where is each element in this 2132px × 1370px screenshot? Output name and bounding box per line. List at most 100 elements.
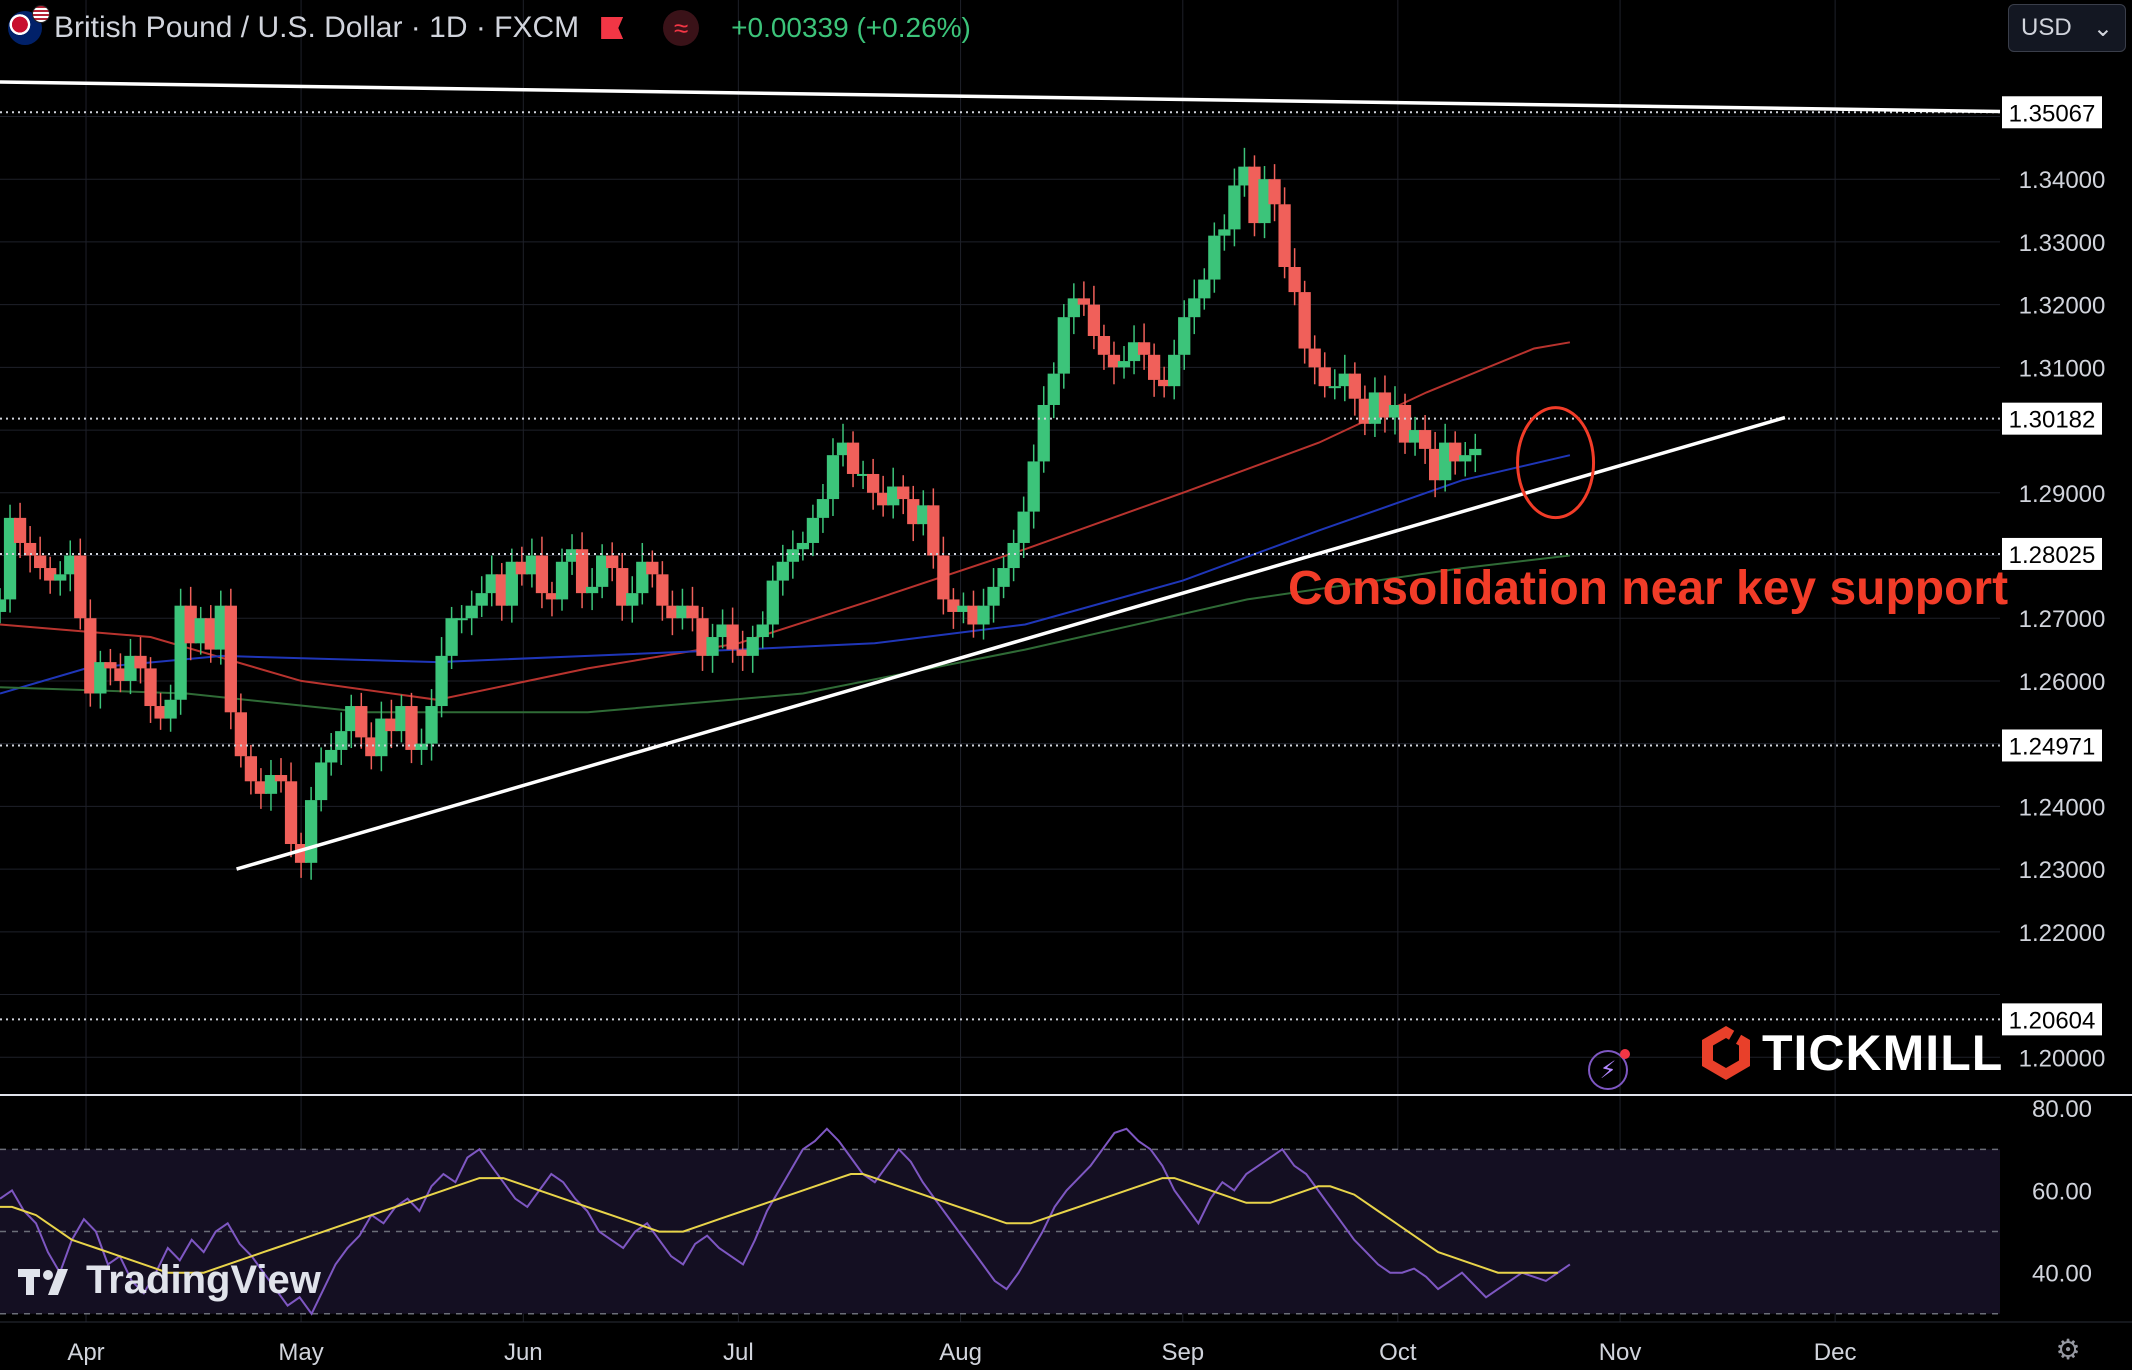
candle-body — [124, 655, 137, 681]
candle-body — [535, 555, 549, 594]
candle-body — [1017, 511, 1030, 543]
candle-body — [887, 486, 900, 506]
candle-body — [947, 599, 960, 612]
rsi-tick-label: 80.00 — [2032, 1096, 2092, 1123]
candle-body — [234, 712, 247, 757]
price-tick-label: 1.20000 — [2019, 1045, 2106, 1072]
candle-body — [465, 605, 478, 619]
time-tick-label: Jun — [504, 1339, 543, 1366]
candle-body — [1469, 448, 1482, 456]
candle-body — [1057, 317, 1070, 374]
tradingview-icon — [18, 1268, 68, 1295]
level-label: 1.24971 — [2009, 733, 2096, 760]
candle-body — [284, 781, 298, 845]
axes: 1.20000 1.22000 1.23000 1.24000 1.26000 1.270… — [0, 167, 2132, 1366]
candle-body — [144, 668, 157, 707]
level-label: 1.30182 — [2009, 407, 2096, 434]
trendline — [0, 80, 2001, 114]
price-tick-label: 1.22000 — [2019, 920, 2106, 947]
candle-body — [1107, 354, 1121, 368]
candle-body — [856, 473, 870, 476]
flag-marker-icon[interactable] — [601, 17, 624, 39]
candle-body — [806, 517, 820, 543]
chevron-down-icon: ⌄ — [2092, 14, 2113, 42]
candle-body — [1308, 348, 1321, 368]
gear-icon[interactable]: ⚙ — [2055, 1334, 2081, 1365]
lightning-icon[interactable]: ⚡ — [1588, 1049, 1630, 1090]
trendline — [236, 415, 1786, 871]
candle-body — [405, 706, 418, 750]
candle-body — [1077, 298, 1090, 305]
candle-body — [1398, 404, 1412, 443]
level-label-box — [2002, 96, 2102, 129]
candle-body — [937, 555, 950, 600]
currency-value: USD — [2021, 14, 2072, 41]
candle-body — [345, 706, 358, 732]
candle-body — [846, 442, 860, 474]
candle-body — [686, 605, 699, 619]
candle-body — [666, 605, 679, 619]
candle-body — [114, 668, 127, 681]
tradingview-wordmark: TradingView — [86, 1258, 321, 1302]
candle-body — [174, 605, 187, 700]
candle-body — [545, 593, 559, 600]
indicator-toggle-button[interactable]: ≈ — [663, 10, 700, 46]
candle-body — [917, 505, 930, 525]
candle-body — [385, 718, 398, 732]
candle-body — [816, 499, 830, 518]
candle-body — [1178, 317, 1191, 355]
chart-grid — [0, 0, 2000, 1322]
symbol-header: British Pound / U.S. Dollar · 1D · FXCM … — [0, 5, 971, 50]
candle-body — [13, 517, 27, 543]
candle-body — [1268, 179, 1281, 205]
candle-body — [194, 618, 207, 644]
candle-body — [1067, 298, 1080, 318]
candle-body — [575, 549, 589, 594]
price-tick-label: 1.24000 — [2019, 794, 2106, 821]
candle-body — [746, 637, 759, 656]
candle-body — [706, 637, 719, 656]
candle-body — [1027, 461, 1040, 512]
level-label-box — [2002, 537, 2102, 570]
candle-body — [184, 605, 197, 644]
candle-body — [877, 492, 890, 506]
price-change: +0.00339 (+0.26%) — [731, 12, 971, 43]
candle-body — [134, 655, 147, 669]
candle-body — [1168, 354, 1181, 387]
candle-body — [23, 542, 37, 556]
candle-body — [716, 624, 729, 638]
gbp-usd-flag-icon — [8, 5, 50, 45]
price-tick-label: 1.29000 — [2019, 481, 2106, 508]
symbol-title[interactable]: British Pound / U.S. Dollar · 1D · FXCM — [54, 11, 580, 44]
candle-body — [565, 549, 579, 562]
level-label: 1.35067 — [2009, 100, 2096, 127]
candle-body — [786, 549, 799, 562]
level-label: 1.28025 — [2009, 542, 2096, 569]
candle-body — [214, 605, 227, 650]
candle-body — [1218, 229, 1231, 236]
candle-body — [1418, 430, 1432, 449]
candle-body — [104, 662, 117, 669]
candle-body — [756, 624, 769, 638]
candle-body — [616, 568, 629, 606]
candle-body — [1037, 404, 1050, 462]
candle-body — [54, 574, 67, 581]
candle-body — [1007, 542, 1020, 569]
price-tick-label: 1.26000 — [2019, 669, 2106, 696]
candle-body — [425, 706, 438, 744]
candle-body — [415, 743, 428, 750]
candle-body — [636, 561, 649, 594]
time-tick-label: May — [278, 1339, 323, 1366]
time-tick-label: Sep — [1161, 1339, 1204, 1366]
level-label-box — [2002, 402, 2102, 435]
candle-body — [64, 555, 77, 575]
candle-body — [1348, 373, 1361, 399]
candle-body — [1278, 204, 1291, 268]
candle-body — [355, 706, 368, 738]
candlestick-series — [0, 147, 1482, 880]
candle-body — [154, 706, 167, 719]
candle-body — [927, 505, 940, 556]
currency-select[interactable]: USD ⌄ — [2008, 4, 2126, 52]
candle-body — [485, 574, 498, 594]
